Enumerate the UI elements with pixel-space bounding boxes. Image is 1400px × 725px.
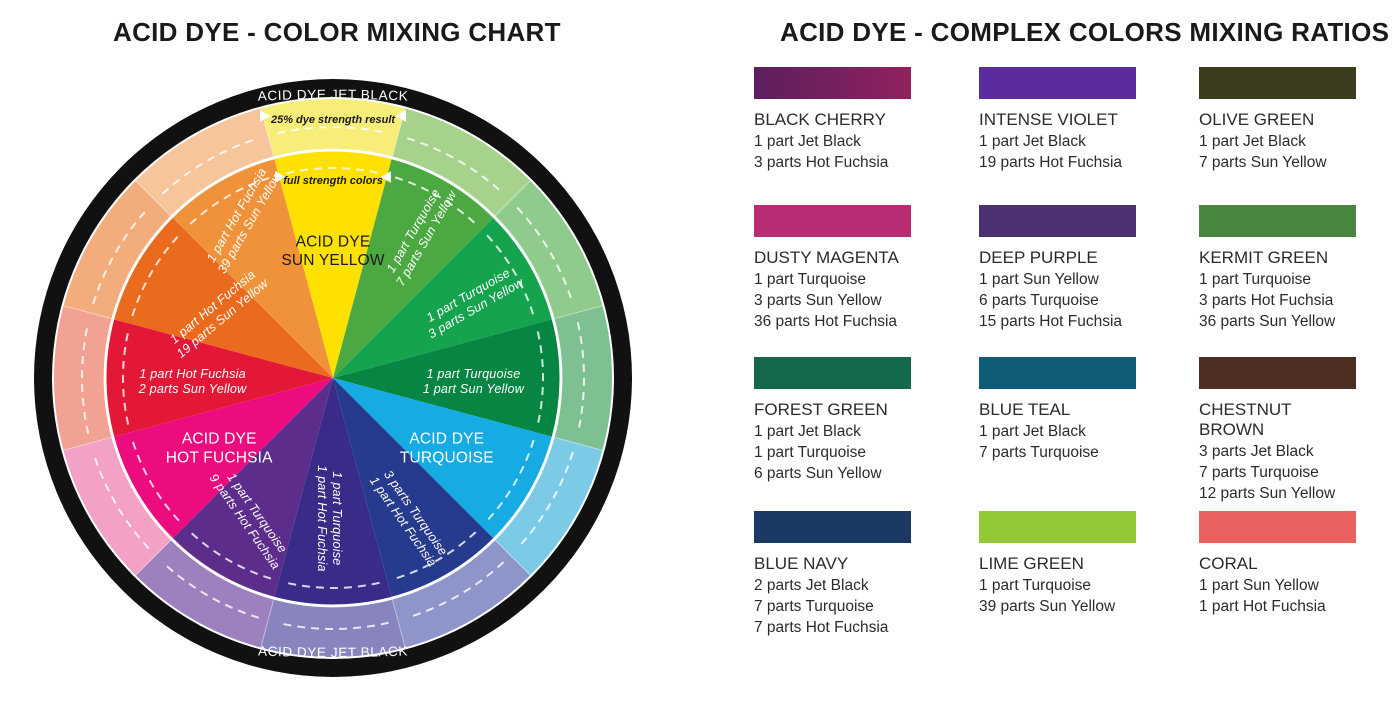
svg-text:ACID DYE JET BLACK: ACID DYE JET BLACK <box>258 643 408 660</box>
svg-text:full strength colors: full strength colors <box>283 175 383 187</box>
svg-text:1 part Turquoise1 part Sun Yel: 1 part Turquoise 1 part Sun Yellow <box>423 367 525 396</box>
svg-text:25% dye strength result: 25% dye strength result <box>270 114 396 126</box>
svg-text:1 part Turquoise1 part Hot Fuc: 1 part Turquoise1 part Hot Fuchsia <box>315 465 344 572</box>
svg-text:ACID DYE JET BLACK: ACID DYE JET BLACK <box>257 87 408 104</box>
